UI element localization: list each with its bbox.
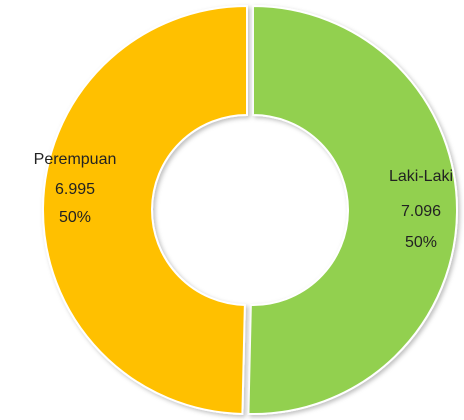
- value-label: 7.096: [401, 203, 441, 220]
- slice: [42, 4, 248, 415]
- slice-label: Laki-Laki: [389, 168, 453, 185]
- slice: [247, 4, 458, 415]
- percent-label: 50%: [59, 209, 91, 226]
- percent-label: 50%: [405, 234, 437, 251]
- slice-label: Perempuan: [34, 151, 117, 168]
- value-label: 6.995: [55, 181, 95, 198]
